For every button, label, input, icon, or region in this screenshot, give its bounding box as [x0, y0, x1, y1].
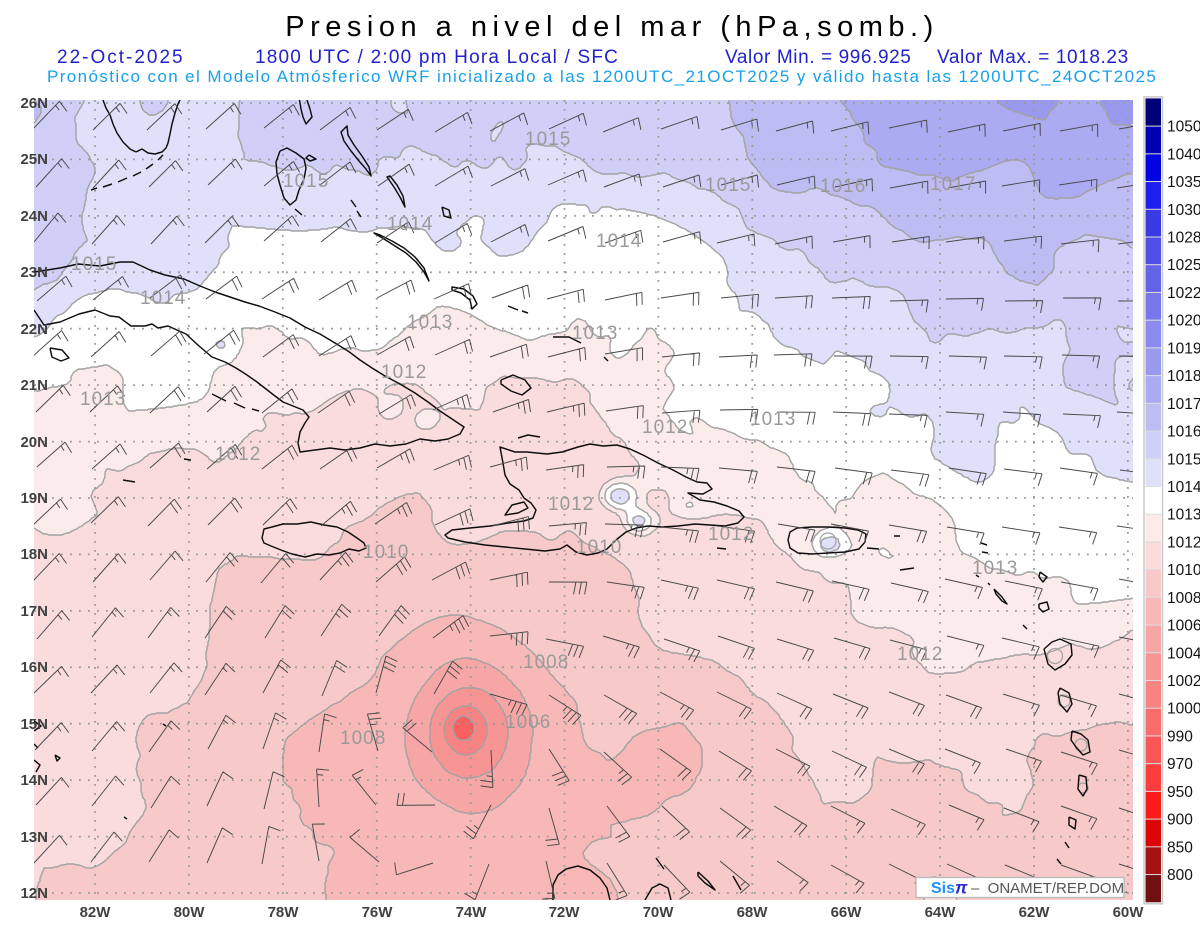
svg-text:21N: 21N — [20, 377, 48, 394]
svg-text:1014: 1014 — [596, 231, 642, 252]
svg-text:1012: 1012 — [1167, 534, 1200, 551]
svg-text:1002: 1002 — [1167, 673, 1200, 690]
svg-text:1025: 1025 — [1167, 257, 1200, 274]
svg-text:1012: 1012 — [642, 417, 688, 438]
svg-text:1028: 1028 — [1167, 230, 1200, 247]
svg-text:1015: 1015 — [525, 129, 571, 150]
svg-text:68W: 68W — [737, 904, 769, 921]
svg-text:850: 850 — [1167, 839, 1193, 856]
svg-text:76W: 76W — [362, 904, 394, 921]
svg-text:60W: 60W — [1113, 904, 1145, 921]
svg-text:990: 990 — [1167, 729, 1193, 746]
svg-text:1017: 1017 — [930, 174, 976, 195]
svg-text:66W: 66W — [831, 904, 863, 921]
svg-text:13N: 13N — [20, 829, 48, 846]
svg-text:900: 900 — [1167, 812, 1193, 829]
svg-text:1013: 1013 — [407, 312, 453, 333]
svg-text:π: π — [955, 878, 968, 898]
svg-text:1013: 1013 — [80, 389, 126, 410]
svg-text:1012: 1012 — [708, 524, 754, 545]
svg-text:1013: 1013 — [572, 323, 618, 344]
svg-text:1050: 1050 — [1167, 119, 1200, 136]
svg-text:1004: 1004 — [1167, 645, 1200, 662]
svg-text:1010: 1010 — [1167, 562, 1200, 579]
svg-text:1006: 1006 — [1167, 618, 1200, 635]
svg-text:1015: 1015 — [1167, 451, 1200, 468]
svg-text:1019: 1019 — [1167, 340, 1200, 357]
svg-text:1010: 1010 — [576, 537, 622, 558]
svg-text:1008: 1008 — [1167, 590, 1200, 607]
svg-text:78W: 78W — [268, 904, 300, 921]
svg-text:Presion a nivel del mar (hPa,s: Presion a nivel del mar (hPa,somb.) — [285, 11, 938, 43]
svg-text:15N: 15N — [20, 716, 48, 733]
svg-text:800: 800 — [1167, 867, 1193, 884]
svg-text:25N: 25N — [20, 151, 48, 168]
svg-text:1008: 1008 — [340, 728, 386, 749]
svg-text:1016: 1016 — [1167, 424, 1200, 441]
svg-text:20N: 20N — [20, 434, 48, 451]
svg-text:70W: 70W — [643, 904, 675, 921]
svg-text:1018: 1018 — [1167, 368, 1200, 385]
svg-text:1012: 1012 — [215, 444, 261, 465]
svg-text:1006: 1006 — [505, 712, 551, 733]
svg-text:64W: 64W — [925, 904, 957, 921]
svg-text:1800 UTC / 2:00 pm Hora Local: 1800 UTC / 2:00 pm Hora Local / SFC — [255, 47, 619, 68]
svg-text:74W: 74W — [456, 904, 488, 921]
svg-text:1015: 1015 — [283, 171, 329, 192]
svg-text:62W: 62W — [1019, 904, 1051, 921]
svg-text:1008: 1008 — [523, 652, 569, 673]
svg-text:1014: 1014 — [387, 214, 433, 235]
svg-text:1010: 1010 — [363, 542, 409, 563]
svg-text:17N: 17N — [20, 603, 48, 620]
svg-text:23N: 23N — [20, 264, 48, 281]
svg-text:1012: 1012 — [381, 362, 427, 383]
svg-text:1012: 1012 — [548, 494, 594, 515]
svg-text:1014: 1014 — [140, 288, 186, 309]
svg-text:1015: 1015 — [705, 175, 751, 196]
svg-text:1030: 1030 — [1167, 202, 1200, 219]
svg-text:1013: 1013 — [1167, 507, 1200, 524]
svg-text:1013: 1013 — [972, 558, 1018, 579]
svg-text:82W: 82W — [80, 904, 112, 921]
svg-text:14N: 14N — [20, 772, 48, 789]
svg-text:1012: 1012 — [897, 644, 943, 665]
svg-text:970: 970 — [1167, 756, 1193, 773]
svg-text:1000: 1000 — [1167, 701, 1200, 718]
svg-text:1040: 1040 — [1167, 146, 1200, 163]
svg-text:26N: 26N — [20, 95, 48, 112]
svg-text:1020: 1020 — [1167, 313, 1200, 330]
svg-text:22N: 22N — [20, 321, 48, 338]
svg-text:24N: 24N — [20, 208, 48, 225]
svg-text:18N: 18N — [20, 546, 48, 563]
svg-text:12N: 12N — [20, 885, 48, 902]
svg-text:Pronóstico con el Modelo Atmós: Pronóstico con el Modelo Atmósferico WRF… — [47, 67, 1157, 86]
svg-text:1014: 1014 — [1167, 479, 1200, 496]
svg-text:1017: 1017 — [1167, 396, 1200, 413]
svg-text:19N: 19N — [20, 490, 48, 507]
svg-text:80W: 80W — [174, 904, 206, 921]
svg-text:Valor Min. = 996.925: Valor Min. = 996.925 — [725, 47, 911, 68]
svg-text:1015: 1015 — [71, 254, 117, 275]
svg-text:1035: 1035 — [1167, 174, 1200, 191]
svg-text:950: 950 — [1167, 784, 1193, 801]
svg-text:16N: 16N — [20, 659, 48, 676]
svg-text:1016: 1016 — [820, 176, 866, 197]
svg-text:1022: 1022 — [1167, 285, 1200, 302]
svg-text:– ONAMET/REP.DOM.: – ONAMET/REP.DOM. — [971, 880, 1128, 897]
svg-text:Valor Max. = 1018.23: Valor Max. = 1018.23 — [937, 47, 1129, 68]
svg-text:72W: 72W — [549, 904, 581, 921]
svg-text:Sis: Sis — [931, 880, 955, 897]
svg-text:22-Oct-2025: 22-Oct-2025 — [57, 47, 185, 68]
svg-text:1013: 1013 — [750, 409, 796, 430]
